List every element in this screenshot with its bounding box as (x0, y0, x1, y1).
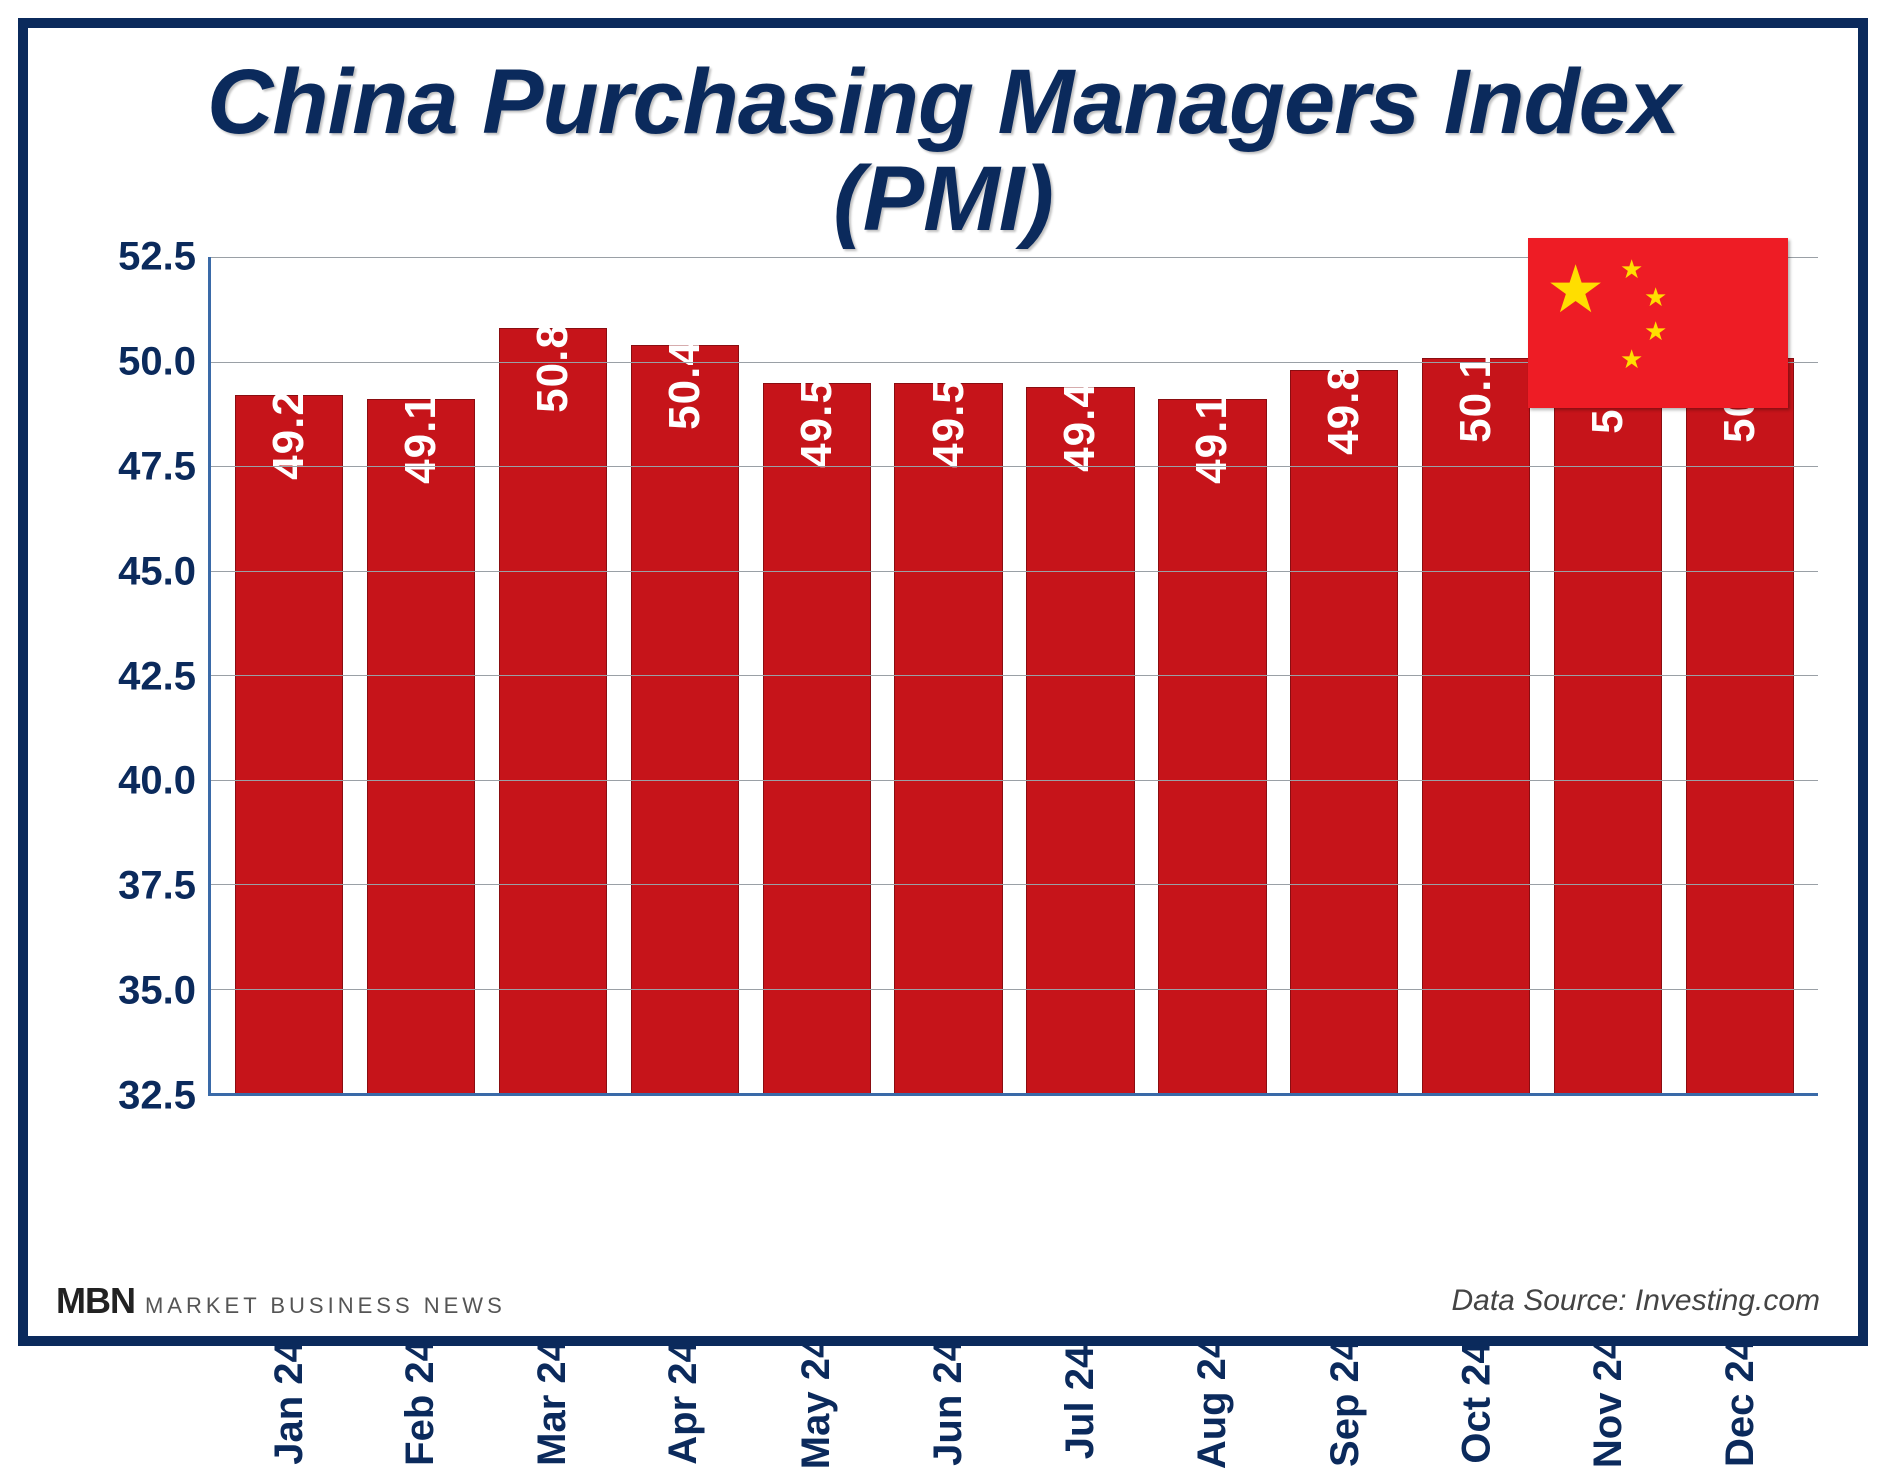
bar: 50.3 (1554, 349, 1662, 1093)
title-line-1: China Purchasing Managers Index (207, 51, 1679, 153)
y-tick-label: 40.0 (118, 759, 196, 804)
flag-star-small: ★ (1620, 256, 1643, 282)
data-source-label: Data Source: Investing.com (1451, 1284, 1820, 1318)
flag-star-big: ★ (1546, 256, 1605, 322)
grid-line (211, 989, 1818, 990)
x-tick-label: Jul 24 (1015, 1298, 1147, 1425)
chart-frame: China Purchasing Managers Index (PMI) ★ … (0, 0, 1886, 1364)
bar: 49.4 (1026, 387, 1134, 1093)
bar-value-label: 50.8 (528, 323, 578, 413)
footer-brand: MBN MARKET BUSINESS NEWS (56, 1280, 506, 1322)
x-tick-label: Jun 24 (883, 1298, 1015, 1425)
grid-line (211, 780, 1818, 781)
bar-value-label: 49.1 (396, 394, 446, 484)
bar-value-label: 50.1 (1451, 353, 1501, 443)
y-tick-label: 47.5 (118, 444, 196, 489)
title-line-2: (PMI) (833, 148, 1053, 250)
y-tick-label: 50.0 (118, 340, 196, 385)
bar: 49.8 (1290, 370, 1398, 1093)
flag-star-small: ★ (1644, 318, 1667, 344)
chart-area: 32.535.037.540.042.545.047.550.052.5 49.… (68, 257, 1818, 1276)
bar: 50.4 (631, 345, 739, 1093)
flag-star-small: ★ (1620, 346, 1643, 372)
bar: 49.5 (763, 383, 871, 1093)
grid-line (211, 571, 1818, 572)
bar: 49.5 (894, 383, 1002, 1093)
x-tick-label: Apr 24 (618, 1298, 750, 1425)
china-flag-icon: ★ ★ ★ ★ ★ (1528, 238, 1788, 408)
x-tick-label: May 24 (750, 1298, 883, 1425)
chart-title: China Purchasing Managers Index (PMI) (68, 54, 1818, 247)
bar-value-label: 49.4 (1055, 382, 1105, 472)
x-tick-label: Mar 24 (486, 1298, 618, 1425)
bar-value-label: 49.5 (792, 378, 842, 468)
x-tick-label: Aug 24 (1146, 1298, 1279, 1425)
bar-value-label: 49.5 (924, 378, 974, 468)
grid-line (211, 466, 1818, 467)
grid-line (211, 675, 1818, 676)
bar-value-label: 49.1 (1187, 394, 1237, 484)
flag-star-small: ★ (1644, 284, 1667, 310)
y-tick-label: 45.0 (118, 549, 196, 594)
y-tick-label: 35.0 (118, 969, 196, 1014)
bar: 50.1 (1686, 358, 1794, 1094)
brand-abbr: MBN (56, 1280, 135, 1322)
bar-value-label: 49.8 (1319, 365, 1369, 455)
y-tick-label: 37.5 (118, 864, 196, 909)
bar-value-label: 50.4 (660, 340, 710, 430)
y-tick-label: 42.5 (118, 654, 196, 699)
x-tick-label: Sep 24 (1280, 1298, 1412, 1425)
chart-border: China Purchasing Managers Index (PMI) ★ … (18, 18, 1868, 1346)
y-axis: 32.535.037.540.042.545.047.550.052.5 (68, 257, 208, 1096)
brand-full: MARKET BUSINESS NEWS (145, 1293, 506, 1319)
y-tick-label: 32.5 (118, 1074, 196, 1119)
bar: 50.8 (499, 328, 607, 1093)
y-tick-label: 52.5 (118, 235, 196, 280)
grid-line (211, 884, 1818, 885)
bar: 50.1 (1422, 358, 1530, 1094)
